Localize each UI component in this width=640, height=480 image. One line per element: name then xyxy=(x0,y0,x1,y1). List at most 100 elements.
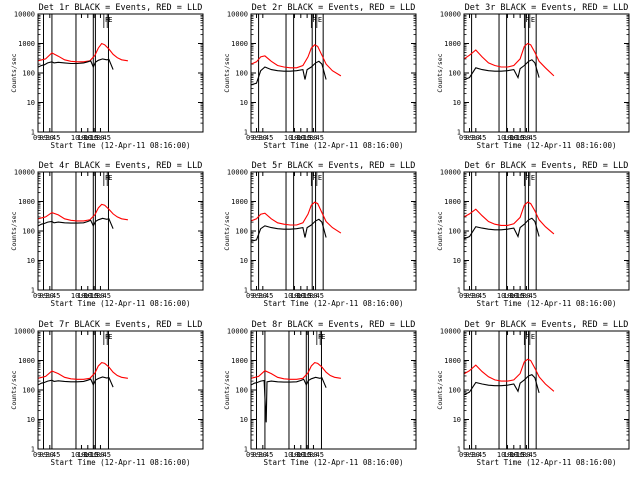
x-tick-label: 10:30 xyxy=(510,292,531,300)
y-axis-label: Counts/sec xyxy=(223,370,231,409)
x-tick-label: 09:45 xyxy=(465,134,486,142)
x-tick-label: 09:45 xyxy=(252,292,273,300)
y-axis-label: Counts/sec xyxy=(436,370,444,409)
y-tick-label: 1 xyxy=(31,287,35,295)
y-tick-label: 10000 xyxy=(227,169,248,177)
plot-frame xyxy=(463,171,630,291)
x-tick-label: 10:45 xyxy=(516,451,537,459)
x-tick-label: 10:00 xyxy=(284,451,305,459)
y-tick-label: 10000 xyxy=(440,328,461,336)
y-tick-label: 1000 xyxy=(231,40,248,48)
panel-title: Det 3r BLACK = Events, RED = LLD xyxy=(465,3,629,13)
flag-marker-label: F xyxy=(525,16,529,24)
y-tick-label: 1 xyxy=(244,446,248,454)
panel-3: Det 3r BLACK = Events, RED = LLD 1 10 100 10… xyxy=(436,3,630,150)
event-rate-series-line xyxy=(464,217,540,240)
x-axis-label: Start Time (12-Apr-11 08:16:00) xyxy=(264,458,404,467)
x-tick-label: 10:15 xyxy=(503,292,524,300)
x-tick-label: 09:30 xyxy=(459,292,480,300)
x-tick-label: 10:45 xyxy=(303,451,324,459)
lld-rate-series-line xyxy=(37,42,128,63)
lld-rate-series-line xyxy=(463,358,555,392)
x-tick-label: 09:45 xyxy=(39,134,60,142)
x-tick-label: 10:00 xyxy=(497,134,518,142)
panel-title: Det 2r BLACK = Events, RED = LLD xyxy=(252,3,416,13)
plot-frame xyxy=(37,13,204,133)
y-tick-label: 1000 xyxy=(444,40,461,48)
lld-rate-series-line xyxy=(37,203,128,222)
y-tick-label: 1 xyxy=(244,287,248,295)
plot-frame xyxy=(250,13,417,133)
lld-rate-series-line xyxy=(250,361,341,380)
plot-frame xyxy=(463,330,630,450)
flag-marker-label: E xyxy=(321,333,325,341)
x-axis-label: Start Time (12-Apr-11 08:16:00) xyxy=(264,141,404,150)
y-tick-label: 10 xyxy=(27,416,35,424)
plot-frame xyxy=(250,330,417,450)
panel-1: Det 1r BLACK = Events, RED = LLD 1 10 100 10… xyxy=(10,3,204,150)
panel-title: Det 6r BLACK = Events, RED = LLD xyxy=(465,161,629,171)
y-axis-label: Counts/sec xyxy=(10,211,18,250)
panel-title: Det 9r BLACK = Events, RED = LLD xyxy=(465,320,629,330)
panel-7: Det 7r BLACK = Events, RED = LLD 1 10 100 10… xyxy=(10,320,204,467)
flag-marker-label: E xyxy=(318,174,322,182)
x-tick-label: 09:45 xyxy=(465,451,486,459)
y-tick-label: 10000 xyxy=(14,328,35,336)
y-axis-label: Counts/sec xyxy=(10,370,18,409)
x-tick-label: 10:45 xyxy=(90,451,111,459)
x-axis-label: Start Time (12-Apr-11 08:16:00) xyxy=(51,299,191,308)
x-tick-label: 10:45 xyxy=(516,134,537,142)
x-tick-label: 10:00 xyxy=(284,292,305,300)
y-axis-label: Counts/sec xyxy=(223,53,231,92)
x-axis-label: Start Time (12-Apr-11 08:16:00) xyxy=(477,458,617,467)
x-tick-label: 10:00 xyxy=(284,134,305,142)
x-tick-label: 10:30 xyxy=(297,451,318,459)
event-rate-series-line xyxy=(251,218,327,242)
flag-marker-label: F xyxy=(525,333,529,341)
x-tick-label: 10:30 xyxy=(510,451,531,459)
x-tick-label: 10:45 xyxy=(90,134,111,142)
event-rate-series-line xyxy=(251,60,327,86)
x-axis-label: Start Time (12-Apr-11 08:16:00) xyxy=(51,141,191,150)
flag-marker-label: F xyxy=(525,174,529,182)
y-tick-label: 100 xyxy=(235,70,248,78)
x-tick-label: 09:30 xyxy=(246,292,267,300)
flag-marker-label: F xyxy=(312,16,316,24)
y-tick-label: 10000 xyxy=(14,11,35,19)
x-tick-label: 09:30 xyxy=(459,451,480,459)
y-tick-label: 10000 xyxy=(227,11,248,19)
y-tick-label: 10 xyxy=(453,257,461,265)
y-axis-label: Counts/sec xyxy=(436,53,444,92)
y-tick-label: 1000 xyxy=(444,198,461,206)
lld-rate-series-line xyxy=(463,42,555,77)
y-tick-label: 10000 xyxy=(227,328,248,336)
y-tick-label: 10 xyxy=(240,416,248,424)
y-tick-label: 10 xyxy=(240,257,248,265)
x-tick-label: 09:45 xyxy=(252,451,273,459)
event-rate-series-line xyxy=(38,376,114,388)
y-tick-label: 100 xyxy=(448,228,461,236)
x-tick-label: 10:15 xyxy=(503,134,524,142)
y-tick-label: 100 xyxy=(22,387,35,395)
x-tick-label: 10:15 xyxy=(77,451,98,459)
x-tick-label: 10:45 xyxy=(516,292,537,300)
y-tick-label: 1 xyxy=(457,446,461,454)
x-tick-label: 10:00 xyxy=(71,292,92,300)
x-tick-label: 10:30 xyxy=(297,134,318,142)
x-tick-label: 09:30 xyxy=(33,134,54,142)
x-tick-label: 10:00 xyxy=(71,451,92,459)
y-tick-label: 1 xyxy=(457,287,461,295)
x-tick-label: 10:00 xyxy=(497,451,518,459)
x-tick-label: 09:30 xyxy=(33,451,54,459)
x-tick-label: 10:30 xyxy=(510,134,531,142)
y-tick-label: 100 xyxy=(235,387,248,395)
x-tick-label: 10:45 xyxy=(303,134,324,142)
panel-5: Det 5r BLACK = Events, RED = LLD 1 10 100 10… xyxy=(223,161,417,308)
y-tick-label: 1000 xyxy=(18,357,35,365)
y-axis-label: Counts/sec xyxy=(223,211,231,250)
x-tick-label: 10:45 xyxy=(303,292,324,300)
y-tick-label: 10000 xyxy=(14,169,35,177)
x-tick-label: 10:00 xyxy=(497,292,518,300)
flag-marker-label: E xyxy=(531,16,535,24)
lld-rate-series-line xyxy=(250,201,342,234)
